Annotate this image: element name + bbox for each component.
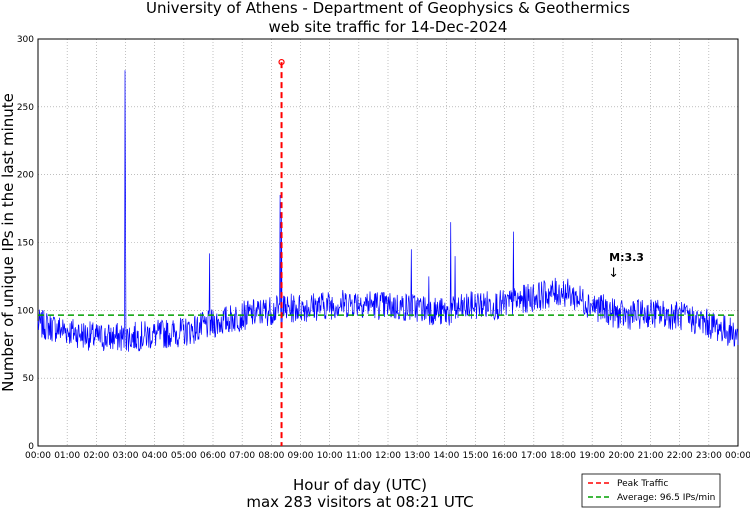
x-axis-ticks: 00:00 01:00 02:00 03:00 04:00 05:00 06:00 07:00… [25, 451, 750, 461]
y-tick-label: 100 [17, 306, 34, 316]
y-tick-label: 0 [28, 442, 34, 452]
x-tick-label: 23:00 [696, 451, 722, 461]
y-tick-label: 300 [17, 35, 34, 45]
legend-peak-label: Peak Traffic [617, 479, 668, 489]
x-tick-label: 05:00 [171, 451, 197, 461]
x-tick-label: 14:00 [433, 451, 459, 461]
x-tick-label: 00:00 [25, 451, 51, 461]
y-tick-label: 200 [17, 171, 34, 181]
annotation-arrow-icon: ↓ [608, 266, 619, 281]
x-tick-label: 11:00 [346, 451, 372, 461]
x-tick-label: 06:00 [200, 451, 226, 461]
chart-title-line2: web site traffic for 14-Dec-2024 [269, 18, 508, 36]
x-tick-label: 07:00 [229, 451, 255, 461]
y-tick-label: 150 [17, 239, 34, 249]
x-tick-label: 02:00 [83, 451, 109, 461]
x-tick-label: 15:00 [463, 451, 489, 461]
x-tick-label: 04:00 [142, 451, 168, 461]
x-tick-label: 01:00 [54, 451, 80, 461]
x-tick-label: 16:00 [492, 451, 518, 461]
x-tick-label: 17:00 [521, 451, 547, 461]
x-tick-label: 22:00 [667, 451, 693, 461]
x-tick-label: 09:00 [288, 451, 314, 461]
y-axis-ticks: 0 50 100 150 200 250 300 [17, 35, 34, 452]
peak-marker [278, 58, 285, 66]
x-tick-label: 13:00 [404, 451, 430, 461]
x-axis-label: Hour of day (UTC) [293, 476, 427, 494]
x-tick-label: 10:00 [317, 451, 343, 461]
x-tick-label: 08:00 [258, 451, 284, 461]
legend: Peak Traffic Average: 96.5 IPs/min [581, 473, 721, 508]
x-tick-label: 18:00 [550, 451, 576, 461]
x-tick-label: 03:00 [113, 451, 139, 461]
grid [38, 39, 738, 446]
x-tick-label: 19:00 [579, 451, 605, 461]
y-tick-label: 250 [17, 103, 34, 113]
x-tick-label: 12:00 [375, 451, 401, 461]
chart-subtitle: max 283 visitors at 08:21 UTC [246, 493, 473, 511]
x-tick-label: 00:00 [725, 451, 750, 461]
x-tick-label: 21:00 [638, 451, 664, 461]
legend-average-label: Average: 96.5 IPs/min [617, 493, 715, 503]
traffic-series-line [37, 70, 739, 352]
y-axis-label: Number of unique IPs in the last minute [0, 93, 17, 392]
chart-title-line1: University of Athens - Department of Geo… [146, 0, 630, 17]
x-tick-label: 20:00 [608, 451, 634, 461]
plot-frame [37, 38, 739, 447]
y-tick-label: 50 [23, 374, 35, 384]
legend-box [581, 473, 721, 508]
magnitude-annotation: M:3.3 [609, 251, 644, 264]
